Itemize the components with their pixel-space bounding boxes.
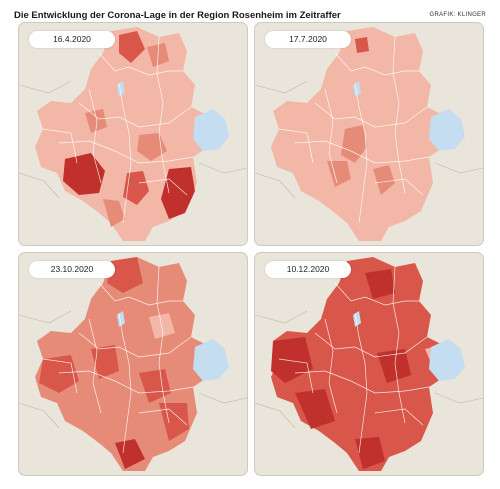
date-badge: 16.4.2020	[29, 31, 115, 48]
lake	[193, 339, 229, 381]
lake	[429, 109, 465, 151]
map-panel-1: 16.4.2020	[18, 22, 248, 246]
lake	[193, 109, 229, 151]
hotspot-district	[161, 167, 195, 219]
date-badge: 17.7.2020	[265, 31, 351, 48]
hotspot-district	[355, 37, 369, 53]
lake	[429, 339, 465, 381]
hotspot-district	[63, 153, 105, 195]
map-panel-2: 17.7.2020	[254, 22, 484, 246]
graphic-credit: GRAFIK: KLINGER	[429, 12, 486, 18]
map-panel-4: 10.12.2020	[254, 252, 484, 476]
region-map	[19, 257, 247, 471]
map-panel-3: 23.10.2020	[18, 252, 248, 476]
region-map	[19, 27, 247, 241]
page-title: Die Entwicklung der Corona-Lage in der R…	[14, 10, 341, 21]
hotspot-district	[115, 439, 145, 469]
date-badge: 23.10.2020	[29, 261, 115, 278]
hotspot-district	[119, 31, 145, 63]
region-map	[255, 27, 483, 241]
region-map	[255, 257, 483, 471]
date-badge: 10.12.2020	[265, 261, 351, 278]
